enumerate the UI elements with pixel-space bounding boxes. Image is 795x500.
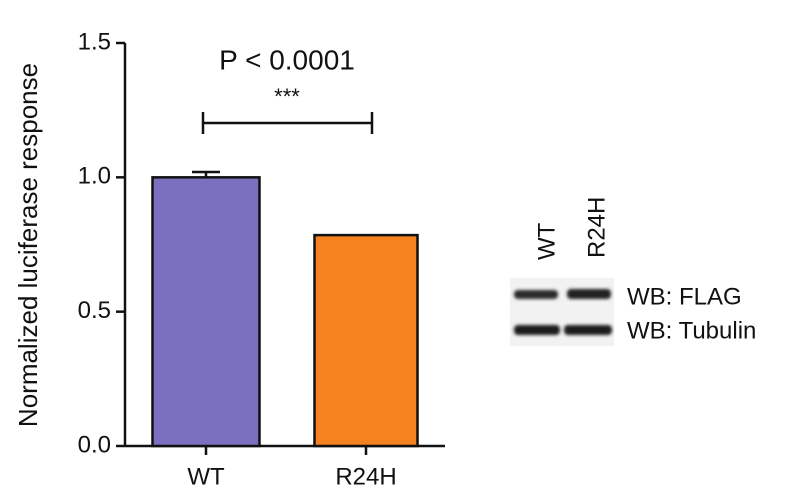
blot-band <box>514 325 560 335</box>
y-tick-label: 1.0 <box>78 163 111 190</box>
blot-background <box>510 278 614 346</box>
x-tick-label: R24H <box>335 463 396 490</box>
significance-bracket <box>201 112 374 134</box>
blot-row-label: WB: FLAG <box>627 283 742 310</box>
blot-lane-label: R24H <box>583 197 610 258</box>
y-axis-label: Normalized luciferase response <box>13 63 43 427</box>
blot-band <box>564 325 612 335</box>
y-tick-label: 0.0 <box>78 431 111 458</box>
blot-row-label: WB: Tubulin <box>627 317 756 344</box>
y-tick-label: 1.5 <box>78 28 111 55</box>
western-blot <box>510 278 614 346</box>
x-tick-label: WT <box>187 463 225 490</box>
blot-lane-label: WT <box>533 222 560 260</box>
bar <box>151 176 261 448</box>
bar <box>313 233 419 448</box>
p-value-annotation: P < 0.0001 <box>219 44 355 75</box>
blot-band <box>567 289 611 299</box>
y-tick-label: 0.5 <box>78 297 111 324</box>
blot-band <box>514 290 558 299</box>
significance-stars: *** <box>274 84 300 109</box>
